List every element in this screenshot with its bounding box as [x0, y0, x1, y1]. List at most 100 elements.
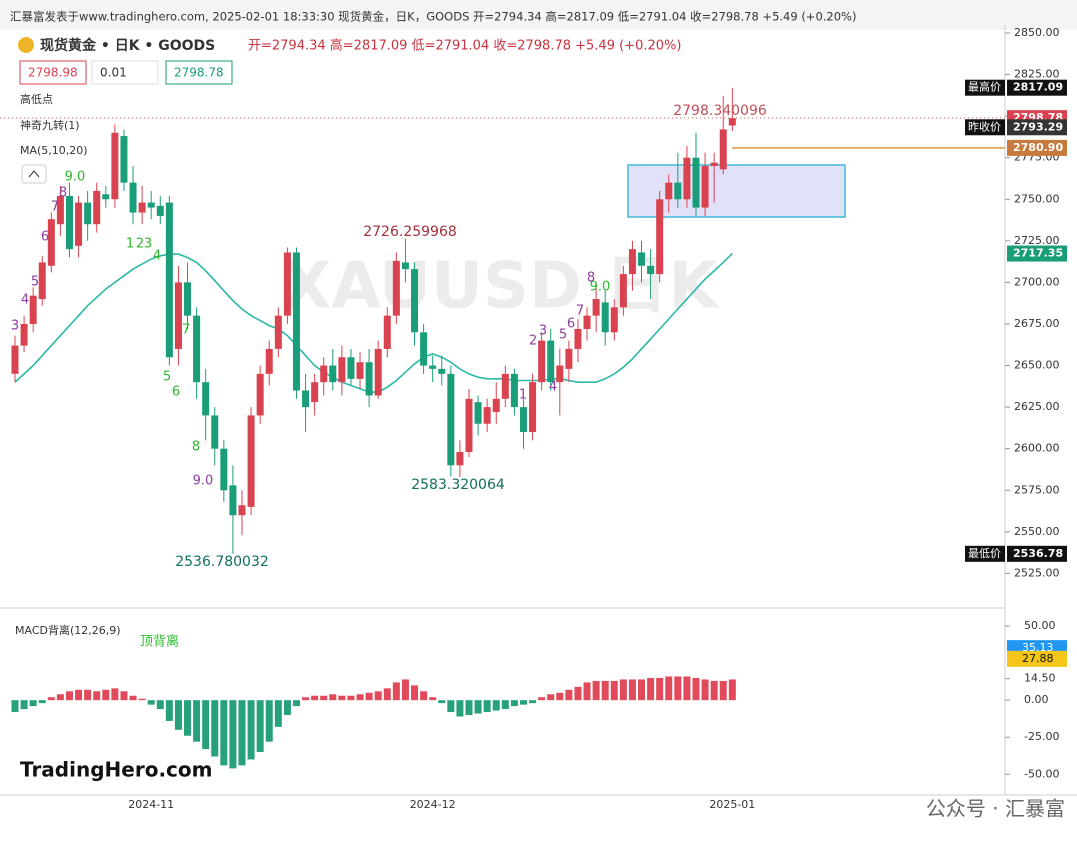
- macd-bar: [610, 680, 618, 701]
- macd-bar: [383, 688, 391, 701]
- macd-bar: [20, 700, 28, 710]
- macd-bar: [665, 676, 673, 701]
- candle-body: [638, 252, 646, 266]
- candle-body: [628, 249, 636, 275]
- candle-body: [601, 302, 609, 333]
- td-label: 6: [41, 230, 49, 245]
- macd-bar: [710, 680, 718, 701]
- macd-bar: [256, 700, 264, 753]
- candle-body: [665, 182, 673, 200]
- candle-body: [710, 162, 718, 167]
- candle-body: [174, 282, 182, 349]
- candle-body: [211, 415, 219, 449]
- price-tag-name: 最低价: [968, 547, 1001, 560]
- candle-body: [247, 415, 255, 507]
- candle-body: [438, 368, 446, 374]
- macd-bar: [75, 689, 83, 701]
- y-tick-label: 2675.00: [1014, 317, 1060, 330]
- ohlc: 开=2794.34 高=2817.09 低=2791.04 收=2798.78 …: [248, 38, 681, 54]
- candle-body: [38, 262, 46, 300]
- candle-body: [538, 340, 546, 383]
- candle-body: [674, 182, 682, 200]
- macd-bar: [11, 700, 19, 713]
- candle-body: [93, 190, 101, 225]
- macd-bar: [356, 694, 364, 701]
- candle-body: [701, 166, 709, 208]
- candle-body: [165, 202, 173, 358]
- price-tag: [1007, 119, 1067, 136]
- candle-body: [283, 252, 291, 316]
- collapse-button[interactable]: [21, 164, 47, 184]
- price-tag-name-bg: [965, 545, 1005, 562]
- candle-body: [202, 382, 210, 416]
- candle-body: [238, 505, 246, 516]
- macd-bar: [619, 679, 627, 701]
- candle-body: [365, 362, 373, 396]
- macd-bar: [692, 677, 700, 701]
- macd-bar: [483, 700, 491, 713]
- candle-body: [683, 157, 691, 200]
- ma-line: [14, 253, 733, 393]
- extreme-annotation: 2798.340096: [673, 103, 767, 119]
- macd-bar: [93, 691, 101, 701]
- macd-bar: [211, 700, 219, 757]
- input-sell[interactable]: 2798.98: [28, 66, 78, 80]
- candle-body: [447, 373, 455, 466]
- macd-bar: [265, 700, 273, 742]
- candle-body: [156, 205, 164, 216]
- gold-icon: [18, 37, 34, 53]
- input-box[interactable]: [165, 60, 233, 85]
- y-tick-label: 14.50: [1024, 672, 1056, 685]
- collapse-icon[interactable]: [28, 170, 40, 178]
- td-label: 9.0: [590, 280, 611, 295]
- input-qty[interactable]: 0.01: [100, 66, 127, 80]
- macd-bar: [229, 700, 237, 769]
- candle-body: [510, 373, 518, 408]
- candle-body: [229, 485, 237, 516]
- macd-bar: [392, 682, 400, 701]
- macd-bar: [592, 680, 600, 701]
- candle-body: [265, 348, 273, 374]
- candle-body: [220, 448, 228, 491]
- candle-body: [20, 323, 28, 346]
- price-tag: [1007, 545, 1067, 562]
- y-tick-label: 2725.00: [1014, 234, 1060, 247]
- candle-body: [547, 340, 555, 383]
- macd-bar: [728, 679, 736, 701]
- td-label: 5: [559, 328, 567, 343]
- macd-bar: [529, 700, 537, 704]
- input-box[interactable]: [91, 60, 159, 85]
- candle-body: [84, 202, 92, 225]
- macd-bar: [456, 700, 464, 717]
- macd-bar: [165, 700, 173, 721]
- candle-body: [565, 348, 573, 369]
- price-tag-label: 2717.35: [1013, 247, 1063, 260]
- price-tag-name-bg: [965, 119, 1005, 136]
- extreme-annotation: 2583.320064: [411, 477, 505, 493]
- candle-body: [647, 265, 655, 275]
- macd-bar: [120, 691, 128, 701]
- y-tick-label: -50.00: [1024, 767, 1059, 780]
- input-box[interactable]: [19, 60, 87, 85]
- candle-body: [401, 262, 409, 270]
- td-label: 8: [587, 271, 595, 286]
- macd-bar: [420, 691, 428, 701]
- candle-body: [392, 260, 400, 316]
- candle-body: [184, 282, 192, 316]
- macd-bar: [292, 700, 300, 707]
- x-tick-label: 2024-12: [410, 798, 456, 811]
- macd-bar: [65, 691, 73, 701]
- input-buy[interactable]: 2798.78: [174, 66, 224, 80]
- macd-annotation: 顶背离: [140, 634, 179, 650]
- y-tick-label: 0.00: [1024, 693, 1049, 706]
- macd-bar: [647, 677, 655, 701]
- td-label: 7: [51, 200, 59, 215]
- candle-body: [519, 407, 527, 433]
- candle-body: [474, 402, 482, 424]
- candle-body: [556, 365, 564, 383]
- candle-body: [692, 157, 700, 208]
- macd-bar: [147, 700, 155, 705]
- macd-bar: [338, 695, 346, 701]
- candle-body: [274, 315, 282, 349]
- macd-bar: [519, 700, 527, 705]
